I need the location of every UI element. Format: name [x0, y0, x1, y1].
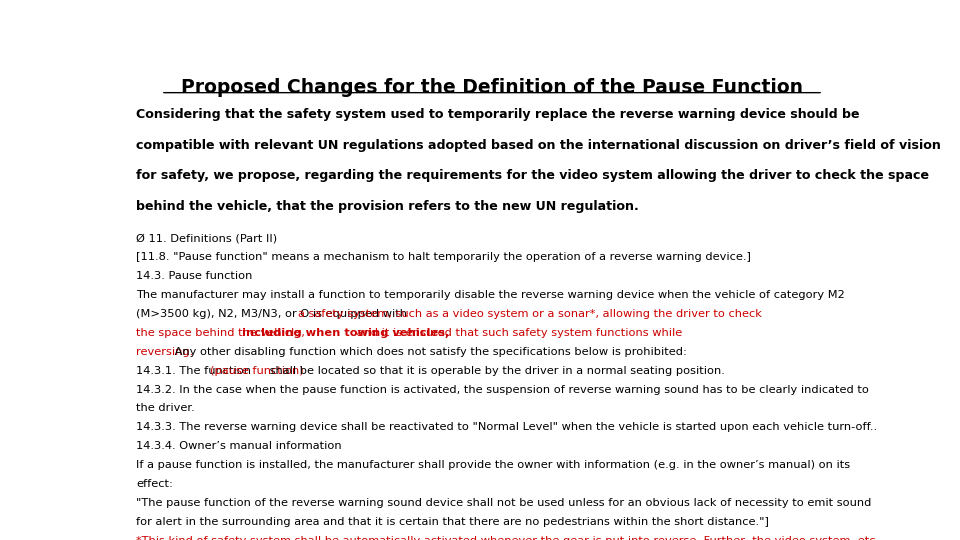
Text: *This kind of safety system shall be automatically activated whenever the gear i: *This kind of safety system shall be aut… — [136, 536, 879, 540]
Text: Any other disabling function which does not satisfy the specifications below is : Any other disabling function which does … — [172, 347, 687, 357]
Text: for alert in the surrounding area and that it is certain that there are no pedes: for alert in the surrounding area and th… — [136, 517, 769, 527]
Text: If a pause function is installed, the manufacturer shall provide the owner with : If a pause function is installed, the ma… — [136, 460, 851, 470]
Text: the driver.: the driver. — [136, 403, 195, 414]
Text: Considering that the safety system used to temporarily replace the reverse warni: Considering that the safety system used … — [136, 109, 860, 122]
Text: [11.8. "Pause function" means a mechanism to halt temporarily the operation of a: [11.8. "Pause function" means a mechanis… — [136, 252, 752, 262]
Text: 14.3.4. Owner’s manual information: 14.3.4. Owner’s manual information — [136, 441, 342, 451]
Text: 14.3.3. The reverse warning device shall be reactivated to "Normal Level" when t: 14.3.3. The reverse warning device shall… — [136, 422, 877, 433]
Text: behind the vehicle, that the provision refers to the new UN regulation.: behind the vehicle, that the provision r… — [136, 199, 639, 213]
Text: (M>3500 kg), N2, M3/N3, or O is equipped with: (M>3500 kg), N2, M3/N3, or O is equipped… — [136, 309, 411, 319]
Text: 14.3. Pause function: 14.3. Pause function — [136, 271, 252, 281]
Text: effect:: effect: — [136, 479, 173, 489]
Text: reversing.: reversing. — [136, 347, 194, 357]
Text: 14.3.1. The function: 14.3.1. The function — [136, 366, 255, 376]
Text: and it is ensured that such safety system functions while: and it is ensured that such safety syste… — [352, 328, 682, 338]
Text: including when towing vehicles,: including when towing vehicles, — [242, 328, 449, 338]
Text: The manufacturer may install a function to temporarily disable the reverse warni: The manufacturer may install a function … — [136, 290, 845, 300]
Text: Proposed Changes for the Definition of the Pause Function: Proposed Changes for the Definition of t… — [181, 78, 803, 97]
Text: for safety, we propose, regarding the requirements for the video system allowing: for safety, we propose, regarding the re… — [136, 169, 929, 182]
Text: shall be located so that it is operable by the driver in a normal seating positi: shall be located so that it is operable … — [266, 366, 725, 376]
Text: (pause function): (pause function) — [210, 366, 303, 376]
Text: Ø 11. Definitions (Part II): Ø 11. Definitions (Part II) — [136, 233, 277, 243]
Text: 14.3.2. In the case when the pause function is activated, the suspension of reve: 14.3.2. In the case when the pause funct… — [136, 384, 869, 395]
Text: compatible with relevant UN regulations adopted based on the international discu: compatible with relevant UN regulations … — [136, 139, 941, 152]
Text: a safety system, such as a video system or a sonar*, allowing the driver to chec: a safety system, such as a video system … — [298, 309, 762, 319]
Text: the space behind the vehicle,: the space behind the vehicle, — [136, 328, 309, 338]
Text: "The pause function of the reverse warning sound device shall not be used unless: "The pause function of the reverse warni… — [136, 498, 872, 508]
